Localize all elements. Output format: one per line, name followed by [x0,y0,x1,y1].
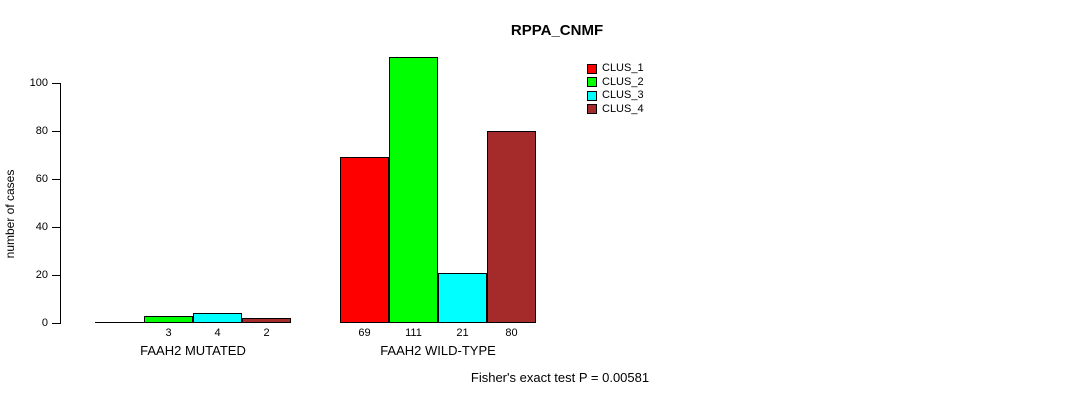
chart-title: RPPA_CNMF [510,22,604,39]
legend-item: CLUS_2 [587,76,644,90]
y-axis-tick [52,83,60,84]
y-axis-tick-label: 100 [29,77,48,89]
legend-swatch-icon [587,104,597,115]
legend-item: CLUS_4 [587,103,644,117]
bar-clus_4-wildtype [487,131,536,323]
legend-item: CLUS_3 [587,89,644,103]
y-axis-tick-label: 40 [35,221,48,233]
legend-swatch-icon [587,90,597,101]
x-category-label-wildtype: FAAH2 WILD-TYPE [380,343,496,358]
legend-label: CLUS_1 [602,62,644,75]
bar-value-label: 111 [405,327,422,339]
y-axis-tick [52,227,60,228]
bar-value-label: 21 [456,327,469,339]
y-axis-tick [52,131,60,132]
bar-value-label: 69 [358,327,371,339]
bar-value-label: 3 [165,327,172,339]
bar-value-label: 4 [214,327,221,339]
legend-label: CLUS_4 [602,102,644,115]
legend-swatch-icon [587,77,597,88]
y-axis-tick [52,275,60,276]
y-axis-tick-label: 0 [41,317,48,329]
bar-clus_1-wildtype [340,157,389,323]
x-category-label-mutated: FAAH2 MUTATED [140,343,246,358]
fisher-test-annotation: Fisher's exact test P = 0.00581 [470,370,650,385]
bar-clus_2-wildtype [389,57,438,323]
legend-label: CLUS_2 [602,75,644,88]
y-axis-tick-label: 60 [35,173,48,185]
bar-clus_2-mutated [144,316,193,323]
legend-item: CLUS_1 [587,62,644,76]
bar-clus_1-mutated [95,322,144,323]
y-axis-tick [52,323,60,324]
legend-label: CLUS_3 [602,89,644,102]
bar-value-label: 2 [263,327,270,339]
y-axis-tick-label: 20 [35,269,48,281]
y-axis [60,83,61,324]
bar-clus_3-mutated [193,313,242,323]
bar-value-label: 80 [505,327,518,339]
y-axis-tick-label: 80 [35,125,48,137]
y-axis-label: number of cases [3,169,17,259]
legend: CLUS_1 CLUS_2 CLUS_3 CLUS_4 [587,62,644,116]
legend-swatch-icon [587,63,597,74]
bar-clus_4-mutated [242,318,291,323]
y-axis-tick [52,179,60,180]
bar-clus_3-wildtype [438,273,487,323]
